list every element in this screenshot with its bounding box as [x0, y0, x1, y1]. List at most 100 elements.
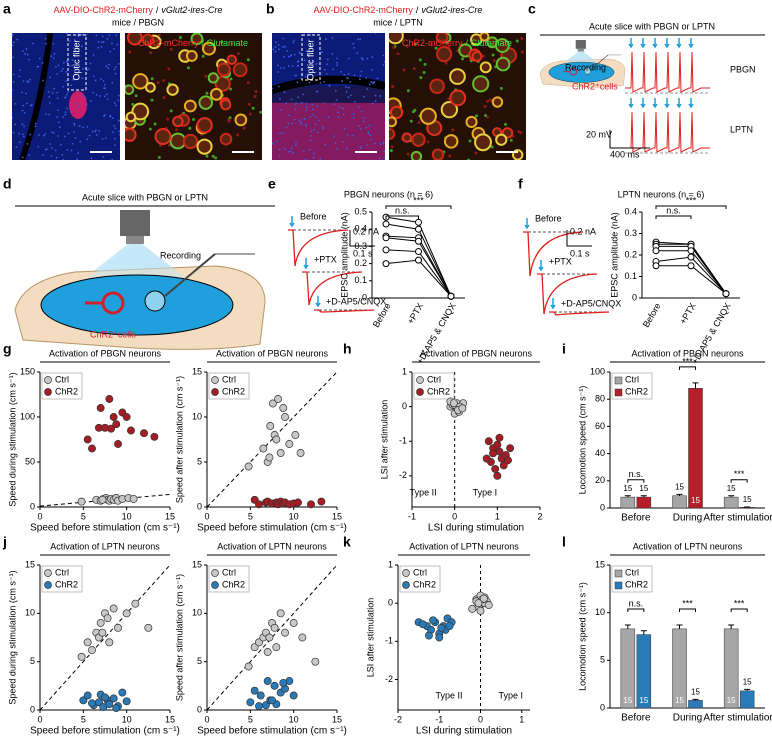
nucleus — [285, 102, 288, 105]
stim-arrow — [303, 258, 309, 270]
nucleus — [118, 130, 120, 133]
nucleus — [353, 74, 356, 77]
nucleus — [343, 73, 346, 76]
current-trace — [549, 311, 610, 316]
nucleus — [360, 145, 362, 148]
nucleus — [27, 81, 30, 83]
header-sep: / — [416, 5, 419, 15]
data-point — [285, 440, 294, 448]
nucleus — [28, 58, 31, 61]
nucleus — [308, 81, 311, 84]
nucleus — [383, 157, 385, 160]
nucleus — [106, 98, 109, 101]
header-mouse: vGlut2-ires-Cre — [161, 5, 222, 15]
y-tick-label: 0 — [600, 702, 605, 712]
cells-label: ChR2⁺cells — [90, 329, 136, 339]
nucleus — [111, 81, 114, 84]
nucleus — [376, 77, 379, 80]
bar — [723, 496, 739, 509]
speck — [504, 122, 508, 126]
nucleus — [101, 41, 103, 44]
cell — [440, 100, 459, 119]
data-point — [504, 456, 512, 465]
y-tick-label: 0 — [632, 292, 637, 302]
scale-bar — [349, 230, 375, 247]
speck — [467, 158, 471, 160]
nucleus — [315, 116, 318, 118]
n-label: 15 — [623, 484, 632, 493]
x-axis-label: Speed before stimulation (cm s⁻¹) — [197, 726, 347, 737]
x-axis-label: Speed before stimulation (cm s⁻¹) — [30, 726, 180, 737]
error-bar — [624, 624, 631, 629]
y-tick-label: 0 — [388, 598, 393, 608]
y-tick-label: 0.5 — [354, 206, 367, 216]
nucleus — [299, 121, 302, 124]
nucleus — [64, 96, 67, 99]
nucleus — [71, 64, 74, 67]
y-axis-label: Locomotion speed (cm s⁻¹) — [577, 386, 587, 495]
header-virus: AAV-DIO-ChR2-mCherry — [54, 5, 154, 15]
speck — [418, 58, 422, 62]
data-point — [445, 622, 454, 631]
nucleus — [382, 64, 385, 66]
speck — [519, 131, 523, 135]
nucleus — [368, 124, 371, 127]
nucleus — [347, 77, 349, 80]
nucleus — [49, 143, 51, 145]
x-tick-label: 5 — [81, 714, 86, 724]
x-axis-label: LSI during stimulation — [416, 726, 512, 737]
nucleus — [66, 149, 69, 151]
cell — [125, 127, 137, 142]
data-point — [112, 704, 121, 713]
nucleus — [331, 36, 334, 39]
nucleus — [277, 64, 279, 67]
y-tick-label: 15 — [25, 559, 35, 569]
chart-title: LPTN neurons (n = 6) — [618, 189, 705, 199]
data-point — [506, 444, 515, 453]
legend-label: Ctrl — [625, 374, 639, 384]
data-point — [499, 461, 508, 470]
error-bar — [624, 495, 631, 498]
nucleus — [362, 117, 365, 119]
data-point — [415, 218, 422, 226]
nucleus — [53, 132, 55, 134]
speck — [468, 139, 472, 143]
data-point — [88, 646, 96, 655]
bracket — [730, 608, 748, 613]
nucleus — [292, 151, 295, 154]
nucleus — [286, 50, 289, 52]
data-point — [105, 700, 114, 709]
nucleus — [21, 109, 24, 112]
nucleus — [37, 145, 40, 148]
nucleus — [305, 50, 308, 52]
nucleus — [335, 98, 338, 101]
nucleus — [70, 149, 73, 152]
nucleus — [105, 65, 108, 68]
nucleus — [285, 126, 288, 129]
annotation: n.s. — [629, 469, 644, 479]
cell — [196, 138, 213, 155]
error-bar — [728, 495, 735, 498]
x-tick-label: 0 — [204, 714, 209, 724]
header-virus: AAV-DIO-ChR2-mCherry — [314, 5, 414, 15]
nucleus — [42, 154, 45, 156]
data-point — [79, 696, 88, 705]
n-label: 15 — [743, 495, 752, 504]
nucleus — [374, 100, 377, 102]
pipette — [590, 54, 609, 70]
nucleus — [58, 126, 61, 129]
nucleus — [38, 134, 40, 136]
data-point — [127, 426, 135, 435]
y-tick-label: 10 — [595, 607, 605, 617]
nucleus — [65, 33, 68, 34]
fiber-label: Optic fiber — [71, 39, 81, 80]
nucleus — [382, 142, 385, 145]
x-tick-label: 0 — [478, 714, 483, 724]
nucleus — [104, 83, 106, 86]
nucleus — [29, 133, 31, 136]
nucleus — [111, 42, 113, 45]
nucleus — [367, 131, 370, 133]
speck — [482, 54, 486, 58]
x-tick-label: 0 — [452, 511, 457, 521]
data-point — [479, 594, 488, 603]
